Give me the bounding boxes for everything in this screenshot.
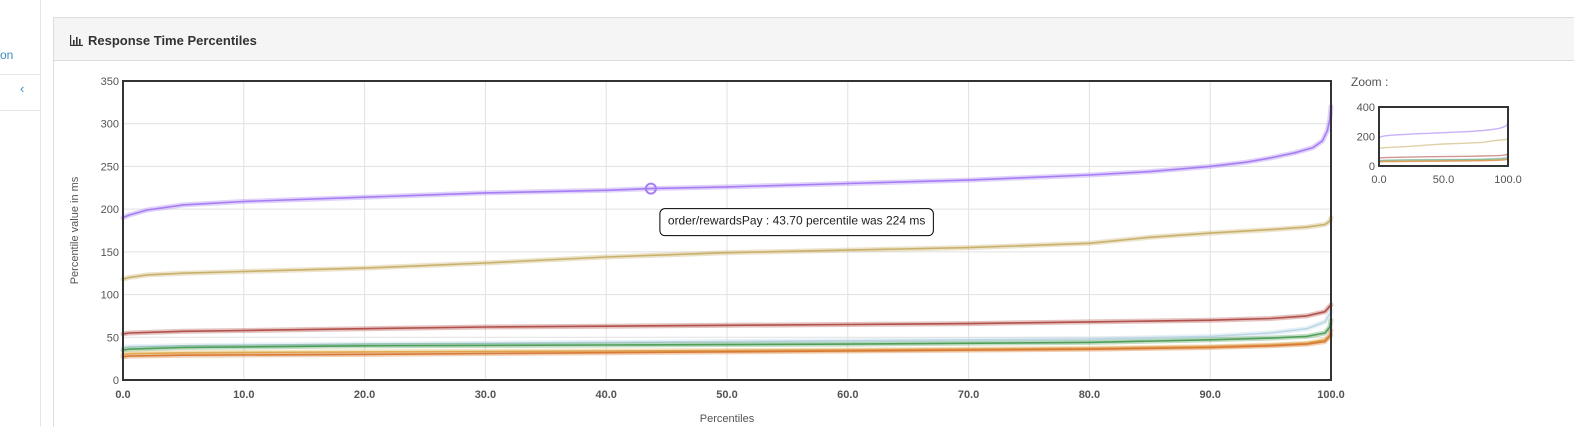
series-line-3[interactable] <box>122 310 1332 349</box>
hover-point-marker <box>644 182 657 195</box>
y-tick-label: 0 <box>113 375 119 387</box>
zoom-y-tick-label: 400 <box>1357 102 1375 114</box>
zoom-y-tick-label: 200 <box>1357 132 1375 144</box>
y-tick-label: 300 <box>101 119 119 131</box>
panel-heading: Response Time Percentiles <box>54 18 1574 61</box>
zoom-series-line-0 <box>1378 118 1509 139</box>
x-tick-label: 30.0 <box>475 389 496 401</box>
zoom-x-tick-label: 50.0 <box>1433 174 1454 186</box>
x-tick-label: 70.0 <box>958 389 979 401</box>
x-tick-label: 50.0 <box>716 389 737 401</box>
y-tick-label: 50 <box>107 332 119 344</box>
hover-tooltip: order/rewardsPay : 43.70 percentile was … <box>644 182 934 237</box>
series-line-2[interactable] <box>122 303 1332 335</box>
zoom-y-tick-label: 0 <box>1369 161 1375 173</box>
x-tick-label: 10.0 <box>233 389 254 401</box>
zoom-label: Zoom : <box>1351 75 1388 89</box>
panel-title: Response Time Percentiles <box>70 33 257 49</box>
x-axis-ticks: 0.0 10.0 20.0 30.0 40.0 50.0 60.0 70.0 80.0 90.0 1… <box>115 389 1344 401</box>
y-tick-label: 100 <box>101 290 119 302</box>
series-line-1[interactable] <box>122 216 1332 281</box>
x-tick-label: 80.0 <box>1079 389 1100 401</box>
zoom-series-line-1 <box>1378 137 1509 150</box>
y-tick-label: 150 <box>101 247 119 259</box>
percentiles-panel: Response Time Percentiles <box>53 17 1574 427</box>
x-tick-label: 100.0 <box>1317 389 1345 401</box>
zoom-x-tick-label: 0.0 <box>1371 174 1386 186</box>
sidebar-collapse-chevron-icon[interactable]: ‹ <box>20 81 25 96</box>
tooltip-text: order/rewardsPay : 43.70 percentile was … <box>668 214 925 228</box>
series-line-6[interactable] <box>122 329 1332 358</box>
y-tick-label: 250 <box>101 161 119 173</box>
x-tick-label: 20.0 <box>354 389 375 401</box>
plot-series[interactable] <box>120 104 1334 360</box>
sidebar: on ‹ <box>0 0 41 426</box>
plot-frame <box>122 80 1332 381</box>
x-tick-label: 0.0 <box>115 389 130 401</box>
bar-chart-icon <box>70 34 83 49</box>
x-tick-label: 40.0 <box>595 389 616 401</box>
zoom-series-line-2 <box>1378 152 1509 159</box>
series-line-0[interactable] <box>122 105 1332 219</box>
sidebar-divider <box>0 110 40 111</box>
panel-title-text: Response Time Percentiles <box>88 33 257 48</box>
series-line-5[interactable] <box>122 334 1332 356</box>
y-tick-label: 350 <box>101 76 119 88</box>
tooltip-box <box>659 208 934 237</box>
y-axis-title: Percentile value in ms <box>69 176 81 284</box>
zoom-frame[interactable] <box>1378 106 1509 167</box>
series-line-4[interactable] <box>122 319 1332 351</box>
y-axis-ticks: 0 50 100 150 200 250 300 350 <box>101 76 119 387</box>
sidebar-nav-link[interactable]: on <box>0 48 14 62</box>
x-axis-title: Percentiles <box>700 413 755 425</box>
x-tick-label: 90.0 <box>1199 389 1220 401</box>
y-tick-label: 200 <box>101 204 119 216</box>
sidebar-divider <box>0 74 40 75</box>
zoom-overview-chart[interactable]: 0 200 400 0.0 50.0 100.0 <box>1357 102 1522 186</box>
x-tick-label: 60.0 <box>837 389 858 401</box>
zoom-x-tick-label: 100.0 <box>1494 174 1522 186</box>
